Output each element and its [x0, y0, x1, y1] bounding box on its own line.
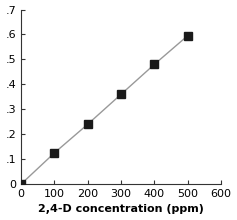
X-axis label: 2,4-D concentration (ppm): 2,4-D concentration (ppm) [38, 204, 204, 214]
